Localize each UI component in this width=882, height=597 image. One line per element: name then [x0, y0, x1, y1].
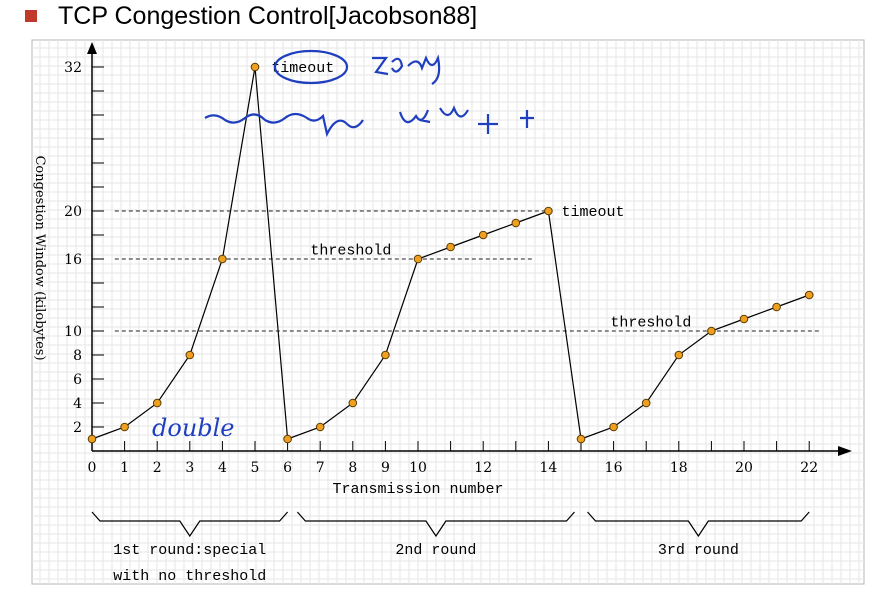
plot-frame [31, 39, 865, 585]
data-point [152, 398, 162, 408]
scribble-middle [204, 105, 534, 138]
data-point [87, 434, 97, 444]
series [87, 62, 814, 444]
y-tick-label: 16 [64, 252, 82, 268]
x-tick-label: 9 [381, 460, 390, 476]
annotation-label: threshold [310, 242, 391, 259]
data-point [381, 350, 390, 360]
data-point [707, 326, 716, 336]
x-tick-label: 1 [120, 460, 129, 476]
round-label: 2nd round [395, 542, 476, 559]
page-title: TCP Congestion Control[Jacobson88] [58, 2, 478, 30]
y-tick-label: 32 [64, 60, 82, 76]
x-tick-label: 4 [218, 460, 227, 476]
data-point [185, 350, 195, 360]
data-point [446, 242, 455, 252]
data-point [478, 230, 488, 240]
data-point [739, 314, 749, 324]
scribble-top [372, 54, 441, 85]
x-tick-label: 16 [605, 460, 623, 476]
data-point [283, 434, 292, 444]
y-tick-label: 8 [73, 348, 82, 364]
round-brace [296, 511, 575, 538]
data-point [250, 62, 260, 72]
annotation-label: timeout [271, 60, 334, 77]
title-bullet [25, 10, 37, 22]
y-tick-label: 20 [64, 204, 82, 220]
y-tick-label: 10 [64, 324, 82, 340]
data-point [120, 422, 129, 432]
x-tick-label: 5 [251, 460, 260, 476]
handwritten-annotations: double [152, 49, 534, 442]
round-brace [91, 511, 289, 538]
round-braces: 1st round:special with no threshold 2nd ro… [91, 511, 810, 585]
x-axis-label: Transmission number [332, 481, 503, 498]
x-tick-label: 20 [735, 460, 753, 476]
round-brace [587, 511, 810, 538]
data-point [576, 434, 586, 444]
annotation-label: timeout [561, 204, 624, 221]
x-tick-label: 14 [539, 460, 557, 476]
x-axis-arrow [838, 446, 852, 456]
y-tick-label: 6 [73, 372, 82, 388]
handwritten-double: double [152, 414, 235, 442]
series-line [91, 66, 810, 440]
x-tick-label: 6 [283, 460, 292, 476]
data-point [511, 218, 521, 228]
data-point [641, 398, 651, 408]
data-point [218, 254, 227, 264]
data-point [413, 254, 423, 264]
round-label: 1st round:special [113, 542, 266, 559]
x-tick-label: 12 [474, 460, 492, 476]
data-point [772, 302, 781, 312]
y-tick-label: 4 [73, 396, 82, 412]
round-label: with no threshold [113, 568, 266, 585]
x-tick-label: 8 [348, 460, 357, 476]
x-tick-label: 2 [153, 460, 162, 476]
annotation-label: threshold [610, 314, 691, 331]
x-tick-label: 0 [88, 460, 97, 476]
data-point [348, 398, 358, 408]
y-axis-label: Congestion Window (kilobytes) [32, 155, 47, 360]
threshold-lines [114, 210, 819, 332]
round-label: 3rd round [658, 542, 739, 559]
grid [31, 39, 865, 585]
x-tick-label: 22 [800, 460, 818, 476]
data-point [609, 422, 618, 432]
data-point [674, 350, 684, 360]
data-point [544, 206, 553, 216]
x-tick-label: 3 [185, 460, 194, 476]
y-axis-arrow [87, 42, 97, 54]
data-point [315, 422, 325, 432]
x-tick-label: 18 [670, 460, 688, 476]
timeout-circle-scribble [273, 49, 349, 85]
x-tick-label: 7 [316, 460, 325, 476]
y-tick-label: 2 [73, 420, 82, 436]
data-point [804, 290, 814, 300]
x-tick-label: 10 [409, 460, 427, 476]
labels: timeout timeout threshold threshold [271, 60, 691, 331]
